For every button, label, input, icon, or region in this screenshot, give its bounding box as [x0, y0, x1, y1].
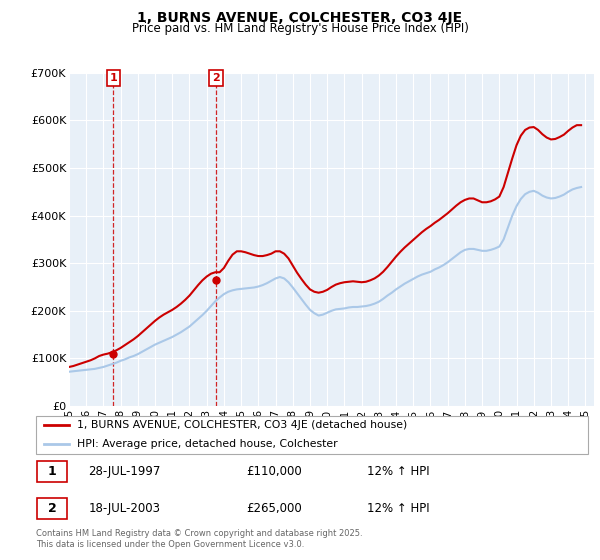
Text: 1, BURNS AVENUE, COLCHESTER, CO3 4JE: 1, BURNS AVENUE, COLCHESTER, CO3 4JE	[137, 11, 463, 25]
Text: 2: 2	[212, 73, 220, 83]
Text: 12% ↑ HPI: 12% ↑ HPI	[367, 502, 430, 515]
Text: 1, BURNS AVENUE, COLCHESTER, CO3 4JE (detached house): 1, BURNS AVENUE, COLCHESTER, CO3 4JE (de…	[77, 420, 407, 430]
Text: HPI: Average price, detached house, Colchester: HPI: Average price, detached house, Colc…	[77, 439, 338, 449]
Text: Contains HM Land Registry data © Crown copyright and database right 2025.
This d: Contains HM Land Registry data © Crown c…	[36, 529, 362, 549]
Text: 1: 1	[48, 465, 56, 478]
Text: £265,000: £265,000	[246, 502, 302, 515]
Text: 28-JUL-1997: 28-JUL-1997	[88, 465, 161, 478]
Text: Price paid vs. HM Land Registry's House Price Index (HPI): Price paid vs. HM Land Registry's House …	[131, 22, 469, 35]
Text: £110,000: £110,000	[246, 465, 302, 478]
FancyBboxPatch shape	[36, 416, 588, 454]
FancyBboxPatch shape	[37, 461, 67, 482]
Text: 1: 1	[109, 73, 117, 83]
Text: 18-JUL-2003: 18-JUL-2003	[88, 502, 160, 515]
Text: 2: 2	[48, 502, 56, 515]
FancyBboxPatch shape	[37, 498, 67, 519]
Text: 12% ↑ HPI: 12% ↑ HPI	[367, 465, 430, 478]
